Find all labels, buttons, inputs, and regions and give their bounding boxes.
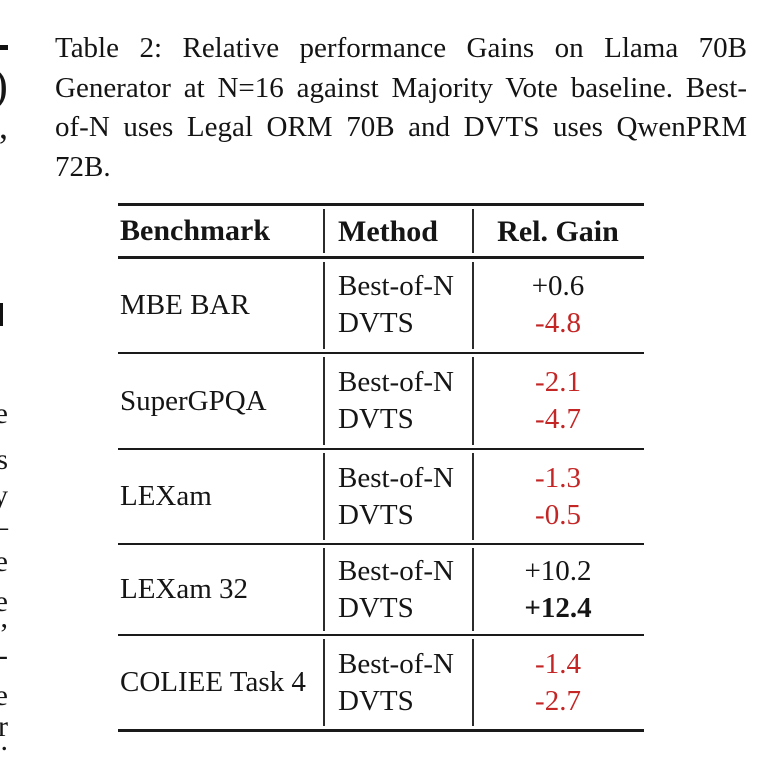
table-row-supergpqa: SuperGPQA Best-of-N DVTS -2.1 -4.7 bbox=[118, 354, 644, 448]
gain-value: +0.6 bbox=[531, 270, 585, 303]
method-cell: Best-of-N DVTS bbox=[323, 450, 472, 543]
method-label: DVTS bbox=[338, 307, 414, 340]
gain-value: +10.2 bbox=[524, 554, 592, 587]
benchmark-cell: COLIEE Task 4 bbox=[120, 666, 306, 698]
table-row-coliee-task-4: COLIEE Task 4 Best-of-N DVTS -1.4 -2.7 bbox=[118, 636, 644, 729]
method-label: Best-of-N bbox=[338, 366, 454, 398]
method-cell: Best-of-N DVTS bbox=[323, 545, 472, 634]
benchmark-cell: MBE BAR bbox=[120, 288, 250, 321]
header-benchmark: Benchmark bbox=[120, 214, 270, 247]
clipped-glyph: - bbox=[0, 641, 8, 671]
clipped-glyph: e bbox=[0, 545, 8, 578]
header-method: Method bbox=[338, 214, 438, 248]
column-divider bbox=[472, 209, 474, 253]
method-label: Best-of-N bbox=[338, 647, 454, 680]
column-divider bbox=[472, 639, 474, 726]
caption-line: 72B. bbox=[55, 150, 111, 183]
clipped-glyph: r bbox=[0, 710, 8, 743]
gain-value: -2.1 bbox=[535, 366, 581, 398]
results-table: Benchmark Method Rel. Gain MBE BAR Best-… bbox=[118, 203, 644, 732]
method-cell: Best-of-N DVTS bbox=[323, 354, 472, 448]
gain-value: -1.4 bbox=[535, 647, 581, 680]
column-divider bbox=[323, 261, 325, 349]
clipped-glyph: e bbox=[0, 397, 8, 430]
column-divider bbox=[323, 548, 325, 631]
table-row-lexam-32: LEXam 32 Best-of-N DVTS +10.2 +12.4 bbox=[118, 545, 644, 634]
column-divider bbox=[472, 548, 474, 631]
table-caption: Table 2: Relative performance Gains on L… bbox=[55, 29, 747, 187]
method-label: DVTS bbox=[338, 591, 414, 624]
gain-cell: +10.2 +12.4 bbox=[472, 545, 644, 634]
method-cell: Best-of-N DVTS bbox=[323, 636, 472, 729]
clipped-glyph-bar bbox=[0, 45, 8, 50]
row-rule bbox=[118, 543, 644, 545]
column-divider bbox=[472, 357, 474, 445]
row-rule bbox=[118, 634, 644, 636]
table-row-mbe-bar: MBE BAR Best-of-N DVTS +0.6 -4.8 bbox=[118, 259, 644, 353]
column-divider bbox=[323, 357, 325, 445]
header-rule bbox=[118, 256, 644, 259]
table-row-lexam: LEXam Best-of-N DVTS -1.3 -0.5 bbox=[118, 450, 644, 543]
benchmark-cell: LEXam bbox=[120, 480, 212, 512]
gain-value: -0.5 bbox=[535, 498, 581, 531]
row-rule bbox=[118, 448, 644, 450]
method-label: DVTS bbox=[338, 498, 414, 531]
clipped-glyph: e bbox=[0, 585, 8, 618]
method-cell: Best-of-N DVTS bbox=[323, 259, 472, 353]
method-label: Best-of-N bbox=[338, 554, 454, 587]
row-rule bbox=[118, 352, 644, 354]
clipped-glyph: , bbox=[0, 108, 8, 144]
table-header-row: Benchmark Method Rel. Gain bbox=[118, 206, 644, 256]
clipped-glyph: e bbox=[0, 679, 8, 712]
table-bottom-rule bbox=[118, 729, 644, 732]
method-label: DVTS bbox=[338, 684, 414, 717]
gain-value: -4.7 bbox=[535, 403, 581, 435]
header-rel-gain: Rel. Gain bbox=[497, 214, 619, 248]
gain-cell: -1.4 -2.7 bbox=[472, 636, 644, 729]
clipped-glyph: s bbox=[0, 443, 8, 476]
column-divider bbox=[323, 639, 325, 726]
gain-value: -1.3 bbox=[535, 461, 581, 494]
caption-line: of-N uses Legal ORM 70B and DVTS uses Qw… bbox=[55, 111, 747, 143]
gain-value: -4.8 bbox=[535, 307, 581, 340]
caption-line: Table 2: Relative performance Gains on L… bbox=[55, 32, 747, 64]
column-divider bbox=[323, 209, 325, 253]
clipped-glyph: , bbox=[0, 601, 9, 634]
gain-cell: +0.6 -4.8 bbox=[472, 259, 644, 353]
table-top-rule bbox=[118, 203, 644, 206]
benchmark-cell: SuperGPQA bbox=[120, 384, 267, 417]
gain-value: -2.7 bbox=[535, 684, 581, 717]
clipped-glyph: – bbox=[0, 512, 8, 542]
clipped-glyph-stem bbox=[0, 303, 3, 326]
caption-line: Generator at N=16 against Majority Vote … bbox=[55, 71, 747, 104]
column-divider bbox=[323, 453, 325, 540]
clipped-glyph: y bbox=[0, 479, 8, 512]
benchmark-cell: LEXam 32 bbox=[120, 573, 249, 605]
method-label: DVTS bbox=[338, 403, 414, 435]
method-label: Best-of-N bbox=[338, 270, 454, 303]
column-divider bbox=[472, 453, 474, 540]
gain-cell: -1.3 -0.5 bbox=[472, 450, 644, 543]
gain-cell: -2.1 -4.7 bbox=[472, 354, 644, 448]
gain-value: +12.4 bbox=[524, 591, 592, 624]
column-divider bbox=[472, 261, 474, 349]
method-label: Best-of-N bbox=[338, 461, 454, 494]
clipped-glyph: . bbox=[0, 724, 9, 757]
clipped-glyph: ) bbox=[0, 62, 8, 108]
